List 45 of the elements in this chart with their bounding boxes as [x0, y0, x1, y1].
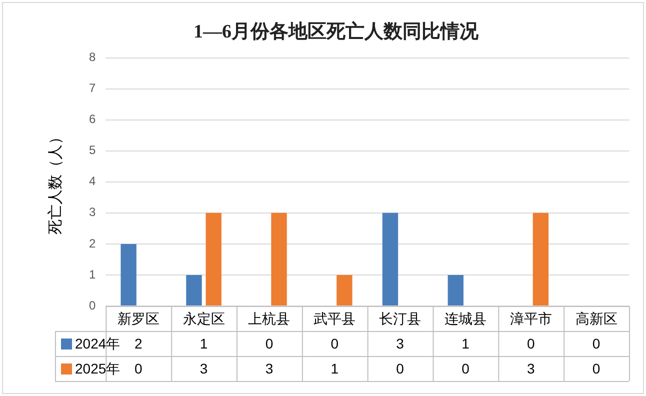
data-label: 3 [396, 335, 404, 352]
data-label: 0 [462, 360, 470, 376]
y-tick-label: 4 [88, 174, 96, 188]
y-tick-label: 0 [88, 298, 96, 312]
data-label: 3 [200, 360, 208, 376]
data-label: 0 [592, 335, 600, 352]
data-label: 0 [526, 335, 535, 352]
y-tick-label: 5 [88, 143, 96, 158]
bar [336, 274, 352, 306]
bar [448, 274, 464, 306]
data-label: 2 [134, 335, 142, 352]
x-tick-label: 高新区 [575, 310, 618, 326]
data-label: 1 [462, 335, 470, 352]
legend-label: 2025年 [75, 360, 120, 376]
data-label: 0 [330, 335, 339, 352]
data-label: 3 [265, 360, 274, 376]
x-tick-label: 连城县 [444, 310, 486, 326]
data-label: 3 [526, 360, 535, 376]
bar [120, 244, 136, 306]
x-tick-label: 永定区 [182, 310, 225, 326]
data-label: 0 [134, 360, 142, 376]
bar [532, 212, 549, 306]
bar [382, 212, 398, 306]
chart-title: 1—6月份各地区死亡人数同比情况 [194, 20, 480, 42]
y-tick-label: 7 [88, 81, 96, 96]
bar [271, 212, 287, 306]
bar [206, 212, 222, 306]
y-tick-label: 3 [88, 205, 96, 220]
y-tick-label: 2 [88, 236, 96, 250]
data-label: 0 [592, 360, 600, 376]
x-tick-label: 武平县 [314, 310, 356, 326]
y-tick-label: 1 [88, 267, 96, 282]
y-tick-label: 6 [88, 112, 96, 126]
data-label: 0 [265, 335, 274, 352]
y-tick-label: 8 [88, 50, 96, 64]
data-label: 0 [396, 360, 404, 376]
x-tick-label: 新罗区 [117, 310, 160, 326]
y-axis-title: 死亡人数（人） [47, 129, 64, 234]
legend-label: 2024年 [75, 335, 120, 352]
bar [186, 274, 202, 306]
x-tick-label: 长汀县 [379, 310, 422, 326]
data-label: 1 [330, 360, 339, 376]
data-label: 1 [200, 335, 208, 352]
x-tick-label: 漳平市 [510, 310, 552, 326]
x-tick-label: 上杭县 [248, 310, 290, 326]
